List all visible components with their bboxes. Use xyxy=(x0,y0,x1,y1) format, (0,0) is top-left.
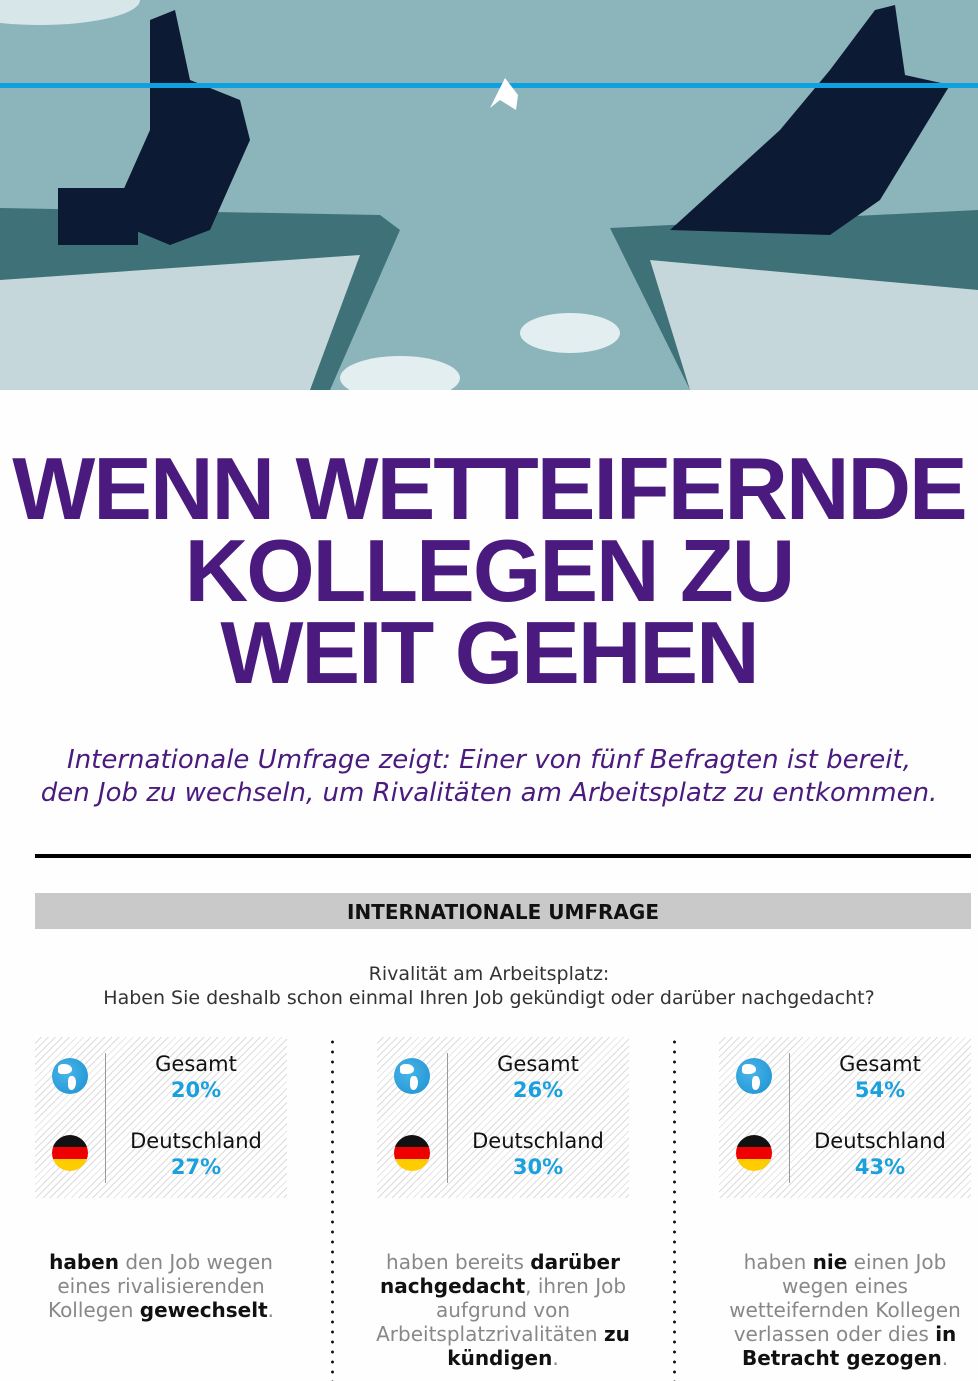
subtitle: Internationale Umfrage zeigt: Einer von … xyxy=(0,744,978,810)
globe-icon xyxy=(52,1058,88,1094)
global-value: 20% xyxy=(170,1078,222,1102)
left-businessman-icon xyxy=(110,10,250,245)
description-emphasis: haben xyxy=(49,1250,119,1274)
divider xyxy=(35,854,971,858)
divider xyxy=(447,1053,448,1183)
description-emphasis: zu kündigen xyxy=(447,1322,630,1370)
description-text: . xyxy=(941,1346,949,1370)
stat-description: haben bereits darüber nachgedacht, ihren… xyxy=(373,1250,633,1370)
subtitle-line: den Job zu wechseln, um Rivalitäten am A… xyxy=(40,778,938,808)
description-text: , ihren Job aufgrund von Arbeitsplatzriv… xyxy=(376,1274,627,1346)
country-label: Deutschland xyxy=(130,1129,262,1153)
description-emphasis: in Betracht gezogen xyxy=(741,1322,957,1370)
global-label: Gesamt xyxy=(839,1052,921,1076)
global-label: Gesamt xyxy=(497,1052,579,1076)
question-line: Haben Sie deshalb schon einmal Ihren Job… xyxy=(103,987,875,1009)
stat-description: haben den Job wegen eines rivalisierende… xyxy=(31,1250,291,1322)
stat-box: Gesamt 54% Deutschland 43% xyxy=(719,1037,971,1198)
globe-icon xyxy=(394,1058,430,1094)
country-value: 30% xyxy=(512,1155,564,1179)
divider xyxy=(789,1053,790,1183)
description-text: . xyxy=(267,1298,275,1322)
dotted-separator xyxy=(331,1037,334,1381)
description-text: den Job wegen eines rivalisierenden Koll… xyxy=(47,1250,273,1322)
germany-flag-icon xyxy=(52,1135,88,1171)
hero-illustration xyxy=(0,0,978,390)
germany-flag-icon xyxy=(394,1135,430,1171)
description-text: . xyxy=(552,1346,559,1370)
rope xyxy=(0,83,978,88)
survey-question: Rivalität am Arbeitsplatz: Haben Sie des… xyxy=(0,962,978,1010)
headline: WENN WETTEIFERNDE KOLLEGEN ZU WEIT GEHEN xyxy=(0,439,978,702)
headline-line: WENN WETTEIFERNDE xyxy=(12,439,968,538)
description-text: haben bereits xyxy=(386,1250,531,1274)
dotted-separator xyxy=(673,1037,676,1381)
germany-flag-icon xyxy=(736,1135,772,1171)
headline-line: KOLLEGEN ZU xyxy=(184,521,796,620)
description-emphasis: darüber nachgedacht xyxy=(379,1250,620,1298)
global-value: 26% xyxy=(512,1078,564,1102)
description-text: haben xyxy=(743,1250,813,1274)
subtitle-line: Internationale Umfrage zeigt: Einer von … xyxy=(67,745,911,775)
question-line: Rivalität am Arbeitsplatz: xyxy=(368,963,610,985)
headline-line: WEIT GEHEN xyxy=(220,603,759,702)
stat-description: haben nie einen Job wegen eines wetteife… xyxy=(715,1250,975,1370)
country-value: 43% xyxy=(854,1155,906,1179)
global-value: 54% xyxy=(854,1078,906,1102)
divider xyxy=(105,1053,106,1183)
description-text: einen Job wegen eines wetteifernden Koll… xyxy=(729,1250,961,1346)
country-value: 27% xyxy=(170,1155,222,1179)
description-emphasis: gewechselt xyxy=(139,1298,268,1322)
description-emphasis: nie xyxy=(812,1250,848,1274)
bird-icon xyxy=(490,78,518,110)
section-header: INTERNATIONALE UMFRAGE xyxy=(35,893,971,929)
stat-box: Gesamt 20% Deutschland 27% xyxy=(35,1037,287,1198)
country-label: Deutschland xyxy=(814,1129,946,1153)
globe-icon xyxy=(736,1058,772,1094)
right-businessman-icon xyxy=(670,5,950,235)
country-label: Deutschland xyxy=(472,1129,604,1153)
global-label: Gesamt xyxy=(155,1052,237,1076)
stat-box: Gesamt 26% Deutschland 30% xyxy=(377,1037,629,1198)
